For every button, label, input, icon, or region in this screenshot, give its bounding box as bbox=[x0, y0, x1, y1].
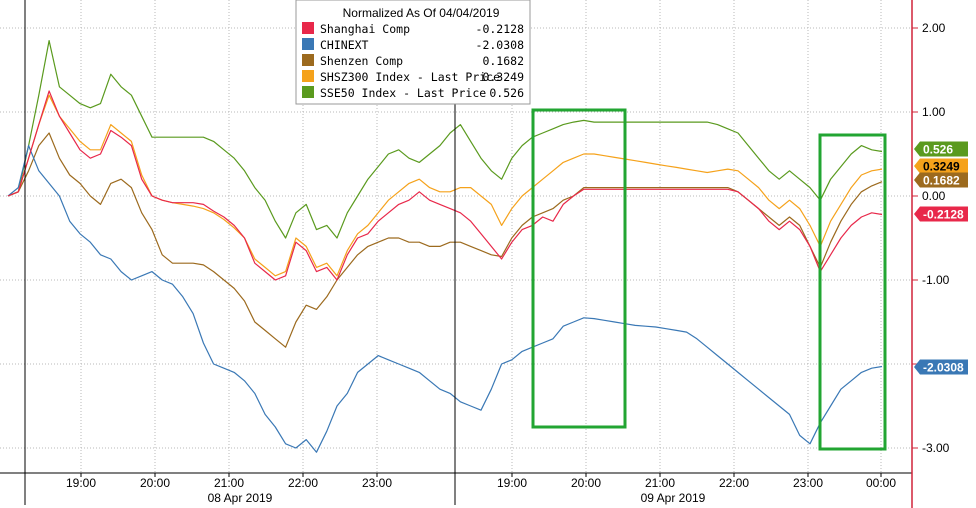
value-badge-label: -2.0308 bbox=[923, 361, 964, 375]
legend-box bbox=[295, 0, 531, 105]
x-tick-label: 23:00 bbox=[793, 476, 823, 490]
value-badge-shape bbox=[914, 206, 968, 222]
value-badge-shape bbox=[914, 158, 968, 174]
x-tick-label: 23:00 bbox=[362, 476, 392, 490]
legend-series-value: -0.2128 bbox=[476, 22, 525, 36]
value-badge-shape bbox=[914, 172, 968, 188]
x-tick-label: 00:00 bbox=[866, 476, 896, 490]
x-tick-label: 20:00 bbox=[140, 476, 170, 490]
series-layer bbox=[7, 39, 883, 453]
y-tick-label: 0.00 bbox=[922, 189, 946, 203]
series-line-shsz300-index-last-price bbox=[7, 94, 883, 277]
series-line-shanghai-comp bbox=[7, 90, 883, 281]
legend-series-value: 0.3249 bbox=[482, 70, 524, 84]
x-date-label: 08 Apr 2019 bbox=[208, 491, 273, 505]
legend-series-value: 0.526 bbox=[489, 86, 524, 100]
legend-swatch bbox=[302, 70, 314, 82]
x-tick-label: 20:00 bbox=[571, 476, 601, 490]
x-tick-label: 19:00 bbox=[66, 476, 96, 490]
series-line-sse50-index-last-price bbox=[7, 39, 883, 239]
legend-swatch bbox=[302, 22, 314, 34]
legend-series-value: 0.1682 bbox=[482, 54, 524, 68]
y-tick-label: -3.00 bbox=[922, 441, 950, 455]
y-tick-label: 1.00 bbox=[922, 105, 946, 119]
value-badge: -0.2128 bbox=[914, 206, 968, 222]
legend-series-name: SHSZ300 Index - Last Price bbox=[320, 70, 500, 84]
legend-swatch bbox=[302, 54, 314, 66]
y-tick-label: -1.00 bbox=[922, 273, 950, 287]
y-tick-label: 2.00 bbox=[922, 21, 946, 35]
x-date-label: 09 Apr 2019 bbox=[641, 491, 706, 505]
legend-series-name: Shanghai Comp bbox=[320, 22, 410, 36]
x-tick-label: 22:00 bbox=[719, 476, 749, 490]
value-badge-label: 0.1682 bbox=[923, 174, 960, 188]
x-tick-label: 21:00 bbox=[214, 476, 244, 490]
legend-title: Normalized As Of 04/04/2019 bbox=[343, 6, 500, 20]
value-badge-shape bbox=[914, 359, 968, 375]
legend-swatch bbox=[302, 38, 314, 50]
series-line-chinext bbox=[7, 145, 883, 453]
legend-series-name: CHINEXT bbox=[320, 38, 369, 52]
x-tick-label: 22:00 bbox=[288, 476, 318, 490]
legend-swatch bbox=[302, 86, 314, 98]
value-badge: 0.3249 bbox=[914, 158, 968, 174]
legend-series-value: -2.0308 bbox=[476, 38, 525, 52]
value-badge-label: -0.2128 bbox=[923, 208, 964, 222]
value-badge-shape bbox=[914, 141, 968, 157]
value-badge-label: 0.3249 bbox=[923, 160, 960, 174]
value-badge: 0.526 bbox=[914, 141, 968, 157]
legend-series-name: Shenzen Comp bbox=[320, 54, 403, 68]
legend: Normalized As Of 04/04/2019 Shanghai Comp… bbox=[295, 0, 531, 105]
x-tick-label: 21:00 bbox=[645, 476, 675, 490]
highlight-layer bbox=[531, 108, 887, 451]
legend-series-name: SSE50 Index - Last Price bbox=[320, 86, 486, 100]
highlight-box-2 bbox=[818, 133, 887, 451]
x-tick-label: 19:00 bbox=[497, 476, 527, 490]
value-badge: -2.0308 bbox=[914, 359, 968, 375]
value-badge-label: 0.526 bbox=[923, 143, 953, 157]
value-badge: 0.1682 bbox=[914, 172, 968, 188]
highlight-box-1 bbox=[531, 108, 627, 429]
